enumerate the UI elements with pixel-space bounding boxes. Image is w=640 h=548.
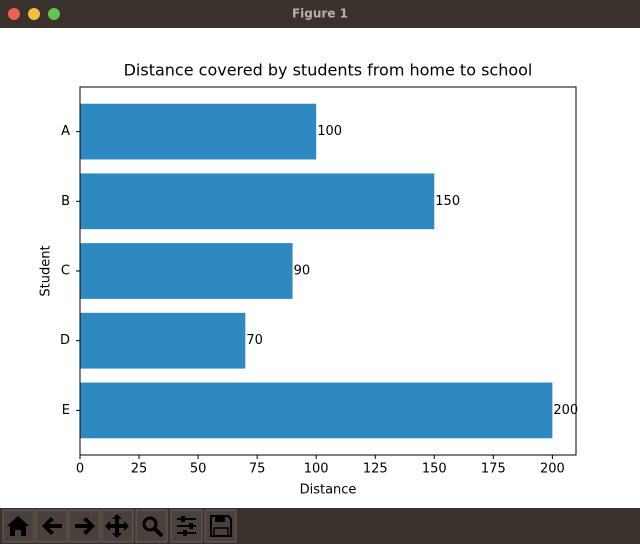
value-label: 100 [317, 124, 342, 139]
close-button[interactable] [8, 8, 20, 20]
x-tick-label: 0 [76, 462, 84, 477]
home-button[interactable] [2, 509, 35, 543]
y-tick-label: D [60, 333, 70, 348]
x-axis-label: Distance [300, 483, 357, 498]
zoom-tool-button[interactable] [135, 509, 168, 543]
y-tick-label: A [61, 124, 70, 139]
plot: Distance covered by students from home t… [39, 61, 579, 498]
x-tick-label: 50 [190, 462, 207, 477]
y-tick-label: B [61, 194, 70, 209]
bar [80, 382, 553, 439]
axes-frame [79, 86, 577, 456]
y-tick-label: C [61, 264, 70, 279]
x-tick-label: 25 [131, 462, 148, 477]
pan-button[interactable] [101, 509, 134, 543]
value-label: 90 [294, 264, 311, 279]
value-label: 150 [435, 194, 460, 209]
bar [80, 103, 317, 160]
forward-button[interactable] [68, 509, 101, 543]
zoom-button[interactable] [48, 8, 60, 20]
bar [80, 312, 246, 369]
x-tick-label: 75 [249, 462, 266, 477]
value-label: 70 [246, 333, 263, 348]
back-button[interactable] [35, 509, 68, 543]
x-tick-label: 125 [363, 462, 388, 477]
title-bar [0, 0, 640, 28]
x-tick-label: 200 [540, 462, 565, 477]
bar [80, 243, 293, 299]
x-tick-label: 150 [422, 462, 447, 477]
value-label: 200 [553, 403, 578, 418]
y-axis-label: Student [39, 245, 54, 296]
save-button[interactable] [204, 509, 237, 543]
window-title: Figure 1 [292, 7, 348, 21]
x-tick-label: 175 [481, 462, 506, 477]
bar [80, 173, 435, 230]
configure-button[interactable] [170, 509, 203, 543]
x-tick-label: 100 [304, 462, 329, 477]
minimize-button[interactable] [28, 8, 40, 20]
y-tick-label: E [62, 403, 70, 418]
chart-title: Distance covered by students from home t… [124, 61, 533, 80]
